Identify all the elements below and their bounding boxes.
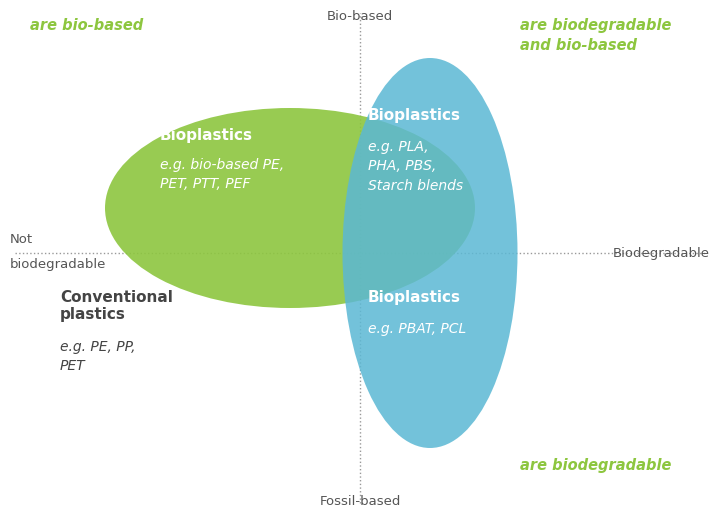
Text: e.g. PBAT, PCL: e.g. PBAT, PCL xyxy=(368,322,467,336)
Text: Bioplastics: Bioplastics xyxy=(368,108,461,123)
Text: are biodegradable: are biodegradable xyxy=(520,18,671,33)
Text: e.g. PLA,
PHA, PBS,
Starch blends: e.g. PLA, PHA, PBS, Starch blends xyxy=(368,140,463,193)
Ellipse shape xyxy=(105,108,475,308)
Text: e.g. PE, PP,
PET: e.g. PE, PP, PET xyxy=(60,340,135,373)
Text: e.g. bio-based PE,
PET, PTT, PEF: e.g. bio-based PE, PET, PTT, PEF xyxy=(160,158,284,192)
Text: Not: Not xyxy=(10,233,33,246)
Text: and bio-based: and bio-based xyxy=(520,38,637,53)
Text: Biodegradable: Biodegradable xyxy=(613,247,710,260)
Text: are biodegradable: are biodegradable xyxy=(520,458,671,473)
Text: Bio-based: Bio-based xyxy=(327,10,393,23)
Text: Fossil-based: Fossil-based xyxy=(319,495,401,508)
Text: Conventional
plastics: Conventional plastics xyxy=(60,290,173,322)
Text: biodegradable: biodegradable xyxy=(10,258,107,271)
Text: Bioplastics: Bioplastics xyxy=(160,128,253,143)
Text: Bioplastics: Bioplastics xyxy=(368,290,461,305)
Ellipse shape xyxy=(343,58,518,448)
Text: are bio-based: are bio-based xyxy=(30,18,143,33)
